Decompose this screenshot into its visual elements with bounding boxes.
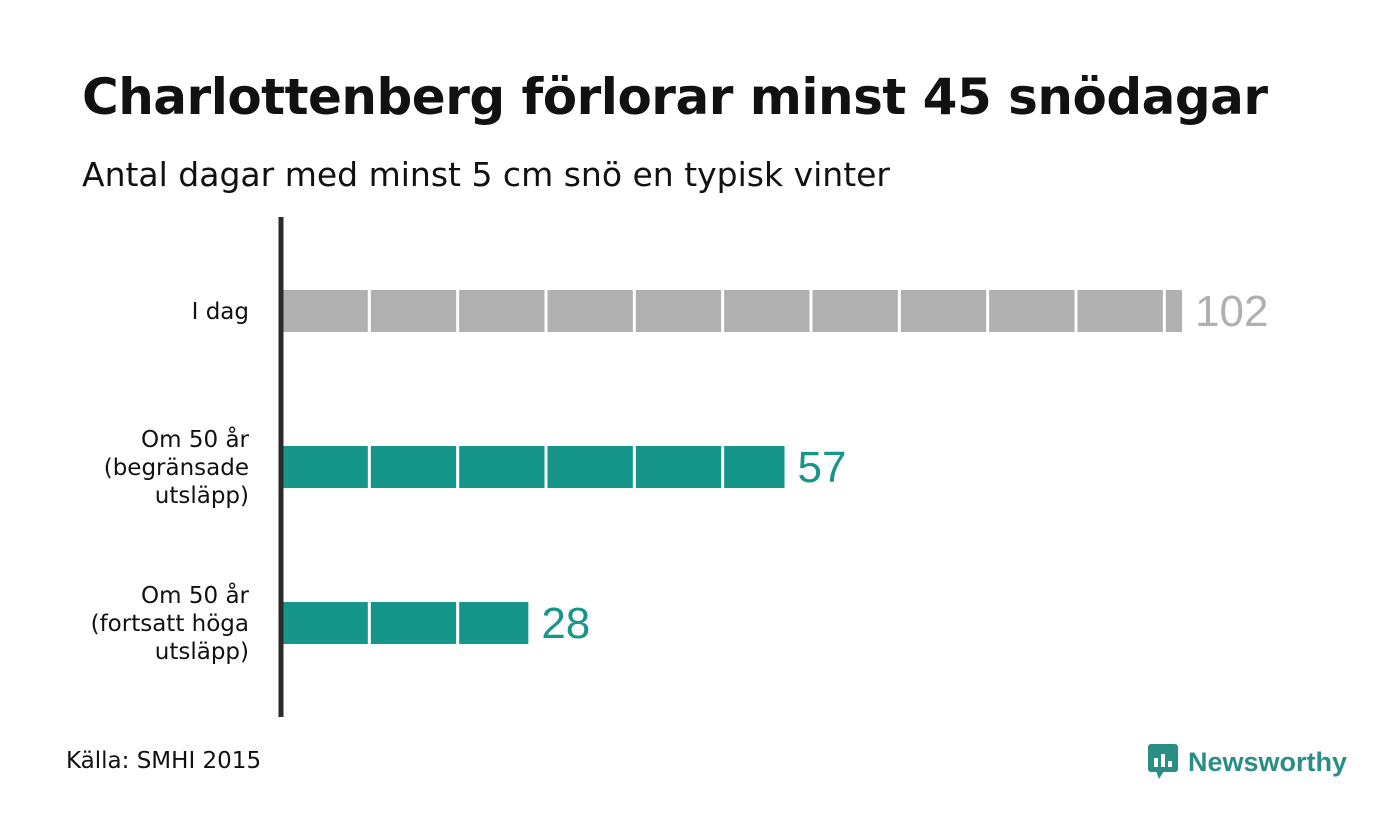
value-label-0: 102 [1195,287,1268,336]
chart-subtitle: Antal dagar med minst 5 cm snö en typisk… [82,155,891,194]
newsworthy-logo-icon [1148,744,1178,779]
category-label-0: I dag [192,299,249,325]
category-label-1: utsläpp) [155,483,249,509]
category-label-2: utsläpp) [155,639,249,665]
chart-title: Charlottenberg förlorar minst 45 snödaga… [82,68,1268,126]
category-label-1: Om 50 år [141,425,249,453]
newsworthy-logo: Newsworthy [1148,744,1347,780]
value-label-2: 28 [541,599,590,648]
category-label-2: (fortsatt höga [91,611,249,637]
newsworthy-logo-text: Newsworthy [1188,746,1348,777]
value-label-1: 57 [798,443,847,492]
bar-0 [281,290,1182,332]
source-note: Källa: SMHI 2015 [66,748,262,774]
category-label-1: (begränsade [104,455,249,481]
category-label-2: Om 50 år [141,581,249,609]
bar-2 [281,602,529,644]
bar-1 [281,446,785,488]
